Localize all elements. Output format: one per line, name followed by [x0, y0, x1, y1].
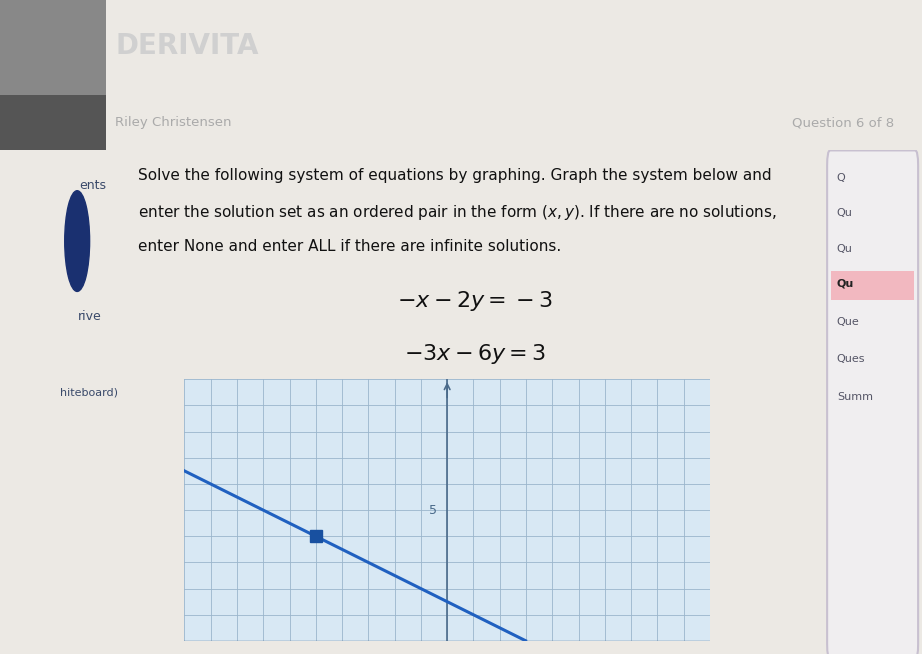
Circle shape [65, 191, 89, 292]
Text: ents: ents [78, 179, 106, 192]
Text: $-x - 2y = -3$: $-x - 2y = -3$ [397, 289, 552, 313]
Text: Question 6 of 8: Question 6 of 8 [792, 116, 894, 129]
Text: DERIVITA: DERIVITA [115, 31, 259, 60]
Text: Q: Q [837, 173, 845, 183]
FancyBboxPatch shape [827, 150, 918, 654]
Text: $-3x - 6y = 3$: $-3x - 6y = 3$ [404, 342, 546, 366]
Text: hiteboard): hiteboard) [60, 387, 118, 397]
Text: Solve the following system of equations by graphing. Graph the system below and: Solve the following system of equations … [138, 168, 772, 183]
Text: y: y [410, 402, 420, 420]
Text: 31: 31 [69, 236, 85, 246]
Text: enter None and enter ALL if there are infinite solutions.: enter None and enter ALL if there are in… [138, 239, 561, 254]
Text: Ques: Ques [837, 354, 866, 364]
Text: rive: rive [78, 310, 102, 323]
Text: Summ: Summ [837, 392, 873, 402]
Text: Qu: Qu [837, 279, 854, 289]
Text: Qu: Qu [837, 209, 853, 218]
Text: Que: Que [837, 317, 859, 326]
Text: enter the solution set as an ordered pair in the form $(x, y)$. If there are no : enter the solution set as an ordered pai… [138, 203, 777, 222]
Bar [831, 271, 915, 300]
Text: Qu: Qu [837, 244, 853, 254]
Text: 5: 5 [429, 504, 437, 517]
Text: Riley Christensen: Riley Christensen [115, 116, 231, 129]
Bar [0, 0, 106, 95]
Bar [0, 95, 106, 150]
